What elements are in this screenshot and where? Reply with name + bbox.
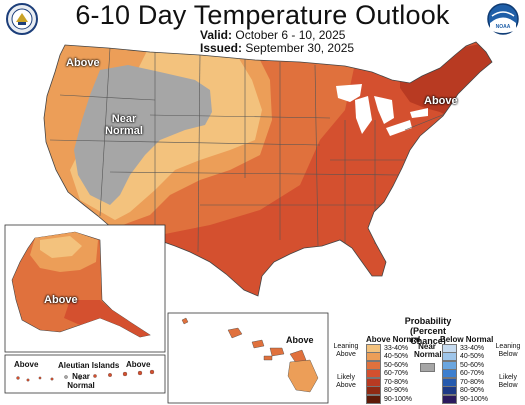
noaa-logo-icon: NOAA xyxy=(487,3,519,35)
legend-likely-below: Likely Below xyxy=(493,374,523,390)
alaska-inset xyxy=(4,224,166,353)
conus-northeast-above-label: Above xyxy=(424,95,458,107)
legend-below-row: 70-80% xyxy=(442,377,485,387)
legend-below-label: 90-100% xyxy=(460,395,489,403)
conus-near-normal-label: Near Normal xyxy=(104,113,144,137)
legend-above-row: 70-80% xyxy=(366,377,409,387)
issued-value: September 30, 2025 xyxy=(245,41,355,55)
legend-above-label: 40-50% xyxy=(384,353,409,360)
leaning-below-line1: Leaning xyxy=(495,343,521,350)
legend-title: Probability (Percent Chance) xyxy=(396,316,460,346)
valid-value: October 6 - 10, 2025 xyxy=(235,28,346,42)
legend-likely-above: Likely Above xyxy=(332,374,360,390)
legend-below-label: 60-70% xyxy=(460,370,485,377)
likely-below-line1: Likely xyxy=(499,374,517,381)
conus-west-above-label: Above xyxy=(66,57,100,69)
alaska-above-label: Above xyxy=(44,294,78,306)
legend-near-normal-swatch xyxy=(420,363,435,372)
leaning-below-line2: Below xyxy=(498,351,518,358)
legend-below-label: 33-40% xyxy=(460,344,485,352)
svg-text:NOAA: NOAA xyxy=(496,24,511,30)
aleutian-above-right: Above xyxy=(126,360,151,369)
legend-below-row: 40-50% xyxy=(442,352,485,361)
hawaii-above-label: Above xyxy=(286,335,314,345)
legend-leaning-below: Leaning Below xyxy=(493,343,523,359)
legend-near-normal: Near Normal xyxy=(414,342,442,359)
legend-below-title: Below Normal xyxy=(440,335,494,344)
doc-seal-icon xyxy=(6,3,38,35)
valid-dates: Valid: October 6 - 10, 2025 xyxy=(200,28,345,42)
aleutian-near-normal: Near Normal xyxy=(66,372,96,390)
aleutian-title: Aleutian Islands xyxy=(58,361,120,370)
legend-above-label: 70-80% xyxy=(384,378,409,386)
leaning-above-line2: Above xyxy=(336,351,356,358)
aleutian-inset xyxy=(4,354,166,394)
legend-below-label: 70-80% xyxy=(460,378,485,386)
legend-title-line1: Probability xyxy=(404,316,452,326)
issued-label: Issued: xyxy=(200,41,243,55)
leaning-above-line1: Leaning xyxy=(333,343,359,350)
likely-above-line1: Likely xyxy=(337,374,355,381)
legend-below-row: 80-90% xyxy=(442,386,485,395)
legend-above-label: 50-60% xyxy=(384,361,409,369)
likely-below-line2: Below xyxy=(498,382,518,389)
legend-leaning-above: Leaning Above xyxy=(332,343,360,359)
legend-above-row: 50-60% xyxy=(366,360,409,370)
legend-above-row: 90-100% xyxy=(366,394,413,404)
likely-above-line2: Above xyxy=(336,382,356,389)
near-title-line2: Normal xyxy=(414,350,442,359)
legend-above-row: 40-50% xyxy=(366,352,409,361)
near-normal-line1: Near xyxy=(111,113,137,125)
issued-date: Issued: September 30, 2025 xyxy=(200,41,354,55)
legend-below-label: 50-60% xyxy=(460,361,485,369)
legend-above-label: 60-70% xyxy=(384,370,409,377)
legend-below-row: 33-40% xyxy=(442,343,485,353)
legend-above-row: 80-90% xyxy=(366,386,409,395)
legend-title-line2: (Percent Chance) xyxy=(409,326,446,346)
near-normal-line2: Normal xyxy=(105,125,143,137)
legend-above-row: 60-70% xyxy=(366,369,409,378)
legend-above-label: 80-90% xyxy=(384,387,409,394)
valid-label: Valid: xyxy=(200,28,233,42)
legend-above-label: 33-40% xyxy=(384,344,409,352)
legend-below-label: 80-90% xyxy=(460,387,485,394)
conus-region xyxy=(44,42,492,296)
aleutian-near-line1: Near xyxy=(72,372,90,381)
legend-above-row: 33-40% xyxy=(366,343,409,353)
near-title-line1: Near xyxy=(418,342,436,351)
page-title: 6-10 Day Temperature Outlook xyxy=(75,0,450,30)
legend-below-row: 90-100% xyxy=(442,394,489,404)
hawaii-inset xyxy=(167,312,329,404)
aleutian-near-line2: Normal xyxy=(67,381,95,390)
legend-above-label: 90-100% xyxy=(384,395,413,403)
legend-below-label: 40-50% xyxy=(460,353,485,360)
legend-above-swatch xyxy=(366,394,381,404)
legend-above-title: Above Normal xyxy=(366,335,421,344)
legend-below-row: 50-60% xyxy=(442,360,485,370)
legend-below-swatch xyxy=(442,394,457,404)
aleutian-above-left: Above xyxy=(14,360,39,369)
legend-below-row: 60-70% xyxy=(442,369,485,378)
